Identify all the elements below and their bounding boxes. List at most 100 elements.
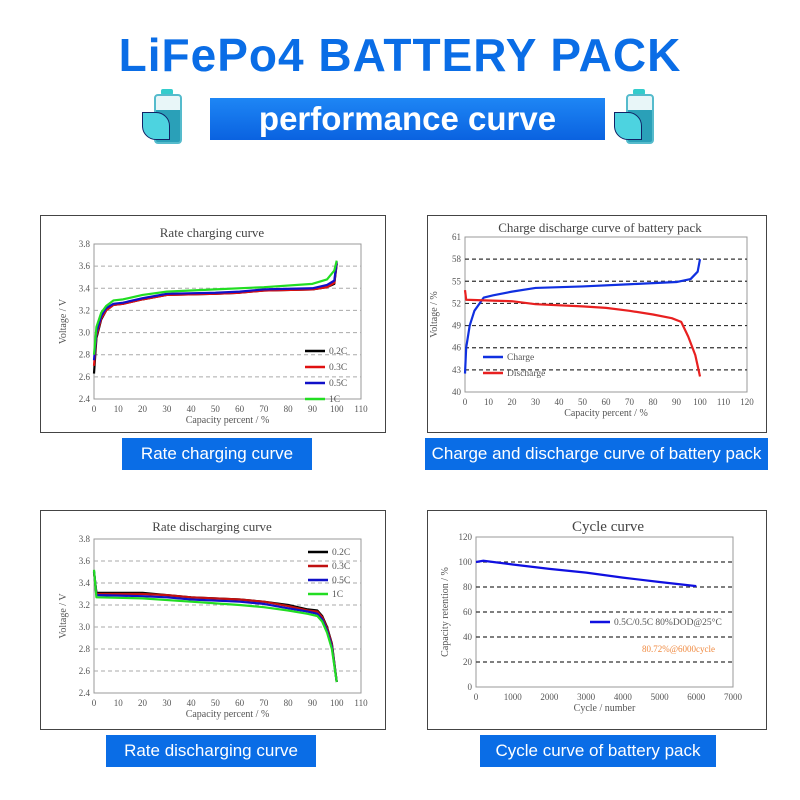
battery-leaf-icon: [142, 88, 190, 144]
x-tick-label: 1000: [504, 692, 523, 702]
y-tick-label: 3.2: [79, 305, 90, 315]
plot-area: [93, 243, 362, 400]
y-tick-label: 2.8: [79, 350, 91, 360]
caption-charge-discharge: Charge and discharge curve of battery pa…: [425, 438, 768, 470]
y-tick-label: 55: [452, 276, 462, 286]
x-axis-label: Capacity percent / %: [186, 415, 270, 426]
y-tick-label: 3.0: [79, 622, 91, 632]
x-tick-label: 40: [187, 698, 197, 708]
y-tick-label: 80: [463, 582, 473, 592]
y-tick-label: 49: [452, 321, 462, 331]
x-tick-label: 20: [508, 397, 518, 407]
y-tick-label: 60: [463, 607, 473, 617]
series-line-03c: [92, 262, 338, 366]
caption-rate-charging: Rate charging curve: [122, 438, 312, 470]
x-tick-label: 80: [284, 404, 294, 414]
caption-rate-discharging: Rate discharging curve: [106, 735, 316, 767]
series-line-05c05c80dod25c: [475, 559, 697, 588]
legend-label: 0.2C: [329, 347, 347, 357]
y-tick-label: 2.4: [79, 688, 91, 698]
series-line-charge: [463, 258, 702, 374]
y-tick-label: 100: [459, 557, 473, 567]
x-tick-label: 100: [330, 698, 344, 708]
y-tick-label: 46: [452, 343, 462, 353]
x-tick-label: 5000: [651, 692, 670, 702]
x-tick-label: 110: [354, 698, 368, 708]
subtitle-banner: performance curve: [210, 98, 605, 140]
y-tick-label: 120: [459, 532, 473, 542]
chart-title: Charge discharge curve of battery pack: [498, 220, 702, 235]
x-tick-label: 30: [531, 397, 541, 407]
legend-label: 0.2C: [332, 548, 350, 558]
x-tick-label: 80: [284, 698, 294, 708]
x-tick-label: 90: [308, 404, 318, 414]
y-tick-label: 20: [463, 657, 473, 667]
y-tick-label: 2.6: [79, 372, 91, 382]
y-tick-label: 3.0: [79, 328, 91, 338]
x-tick-label: 20: [138, 698, 148, 708]
y-axis-label: Capacity retention / %: [440, 567, 451, 657]
x-tick-label: 20: [138, 404, 148, 414]
chart-cycle: [427, 510, 767, 730]
x-tick-label: 60: [235, 698, 245, 708]
battery-leaf-icon: [614, 88, 662, 144]
caption-cycle: Cycle curve of battery pack: [480, 735, 716, 767]
plot-area: [93, 538, 362, 694]
x-tick-label: 3000: [577, 692, 596, 702]
y-tick-label: 3.8: [79, 534, 91, 544]
x-tick-label: 0: [92, 404, 97, 414]
annotation: 80.72%@6000cycle: [642, 644, 715, 654]
legend-label: 1C: [329, 395, 340, 405]
y-tick-label: 2.8: [79, 644, 91, 654]
legend-label: 0.5C/0.5C 80%DOD@25°C: [614, 617, 722, 628]
y-tick-label: 43: [452, 365, 462, 375]
y-tick-label: 3.6: [79, 261, 91, 271]
legend-label: Discharge: [507, 369, 545, 379]
y-tick-label: 2.6: [79, 666, 91, 676]
x-tick-label: 10: [114, 404, 124, 414]
y-tick-label: 3.6: [79, 556, 91, 566]
x-tick-label: 90: [308, 698, 318, 708]
legend-label: 0.5C: [332, 576, 350, 586]
x-tick-label: 0: [463, 397, 468, 407]
x-tick-label: 40: [555, 397, 565, 407]
x-tick-label: 40: [187, 404, 197, 414]
chart-title: Rate charging curve: [160, 225, 265, 240]
x-tick-label: 120: [740, 397, 754, 407]
x-tick-label: 110: [354, 404, 368, 414]
x-tick-label: 0: [92, 698, 97, 708]
plot-area: [464, 236, 748, 393]
y-tick-label: 3.4: [79, 578, 91, 588]
x-tick-label: 10: [114, 698, 124, 708]
legend-label: 1C: [332, 590, 343, 600]
x-axis-label: Capacity percent / %: [186, 709, 270, 720]
y-axis-label: Voltage / V: [58, 298, 69, 344]
x-tick-label: 70: [259, 404, 269, 414]
x-tick-label: 7000: [724, 692, 743, 702]
y-tick-label: 40: [452, 387, 462, 397]
y-tick-label: 61: [452, 232, 461, 242]
series-line-1c: [92, 569, 338, 683]
x-tick-label: 50: [578, 397, 588, 407]
series-line-02c: [92, 263, 338, 374]
series-line-05c: [92, 570, 338, 683]
series-line-05c: [92, 261, 338, 361]
legend-label: 0.5C: [329, 379, 347, 389]
x-tick-label: 90: [672, 397, 682, 407]
y-tick-label: 40: [463, 632, 473, 642]
legend-label: 0.3C: [329, 363, 347, 373]
x-tick-label: 4000: [614, 692, 633, 702]
series-line-1c: [92, 260, 338, 355]
legend-label: 0.3C: [332, 562, 350, 572]
x-tick-label: 60: [602, 397, 612, 407]
legend-label: Charge: [507, 353, 534, 363]
y-tick-label: 58: [452, 254, 462, 264]
x-tick-label: 0: [474, 692, 479, 702]
page-title: LiFePo4 BATTERY PACK: [118, 29, 682, 81]
x-tick-label: 100: [693, 397, 707, 407]
x-tick-label: 70: [259, 698, 269, 708]
y-axis-label: Voltage / V: [58, 593, 69, 639]
x-tick-label: 2000: [540, 692, 559, 702]
x-tick-label: 100: [330, 404, 344, 414]
